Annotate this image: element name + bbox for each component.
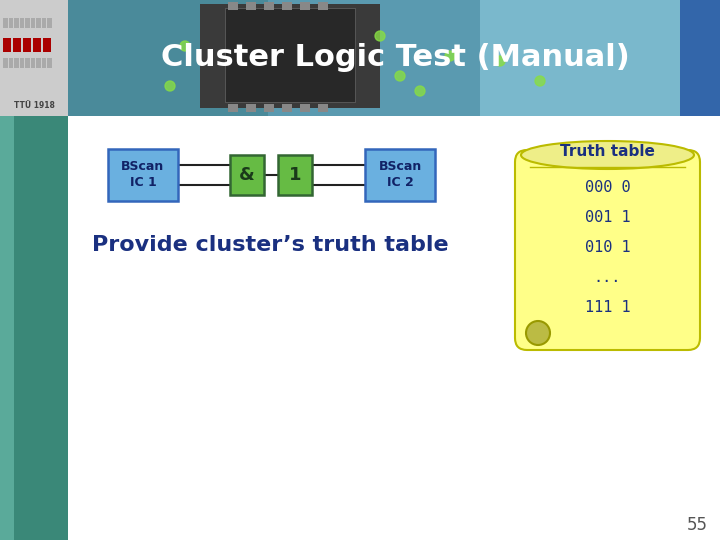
Circle shape: [526, 321, 550, 345]
Text: &: &: [239, 166, 255, 184]
Text: Cluster Logic Test (Manual): Cluster Logic Test (Manual): [161, 44, 629, 72]
Circle shape: [180, 41, 190, 51]
Bar: [43, 38, 51, 52]
Bar: [36, 58, 41, 68]
Text: ...: ...: [594, 269, 621, 285]
FancyBboxPatch shape: [278, 155, 312, 195]
Bar: [318, 2, 328, 10]
Bar: [3, 38, 11, 52]
Bar: [31, 18, 35, 28]
Bar: [20, 18, 24, 28]
Bar: [33, 38, 41, 52]
Bar: [20, 58, 24, 68]
Bar: [23, 38, 31, 52]
Text: 111 1: 111 1: [585, 300, 630, 314]
Bar: [264, 2, 274, 10]
Text: TTÜ 1918: TTÜ 1918: [14, 101, 55, 110]
Bar: [14, 58, 19, 68]
Circle shape: [395, 71, 405, 81]
Bar: [36, 18, 41, 28]
Bar: [225, 8, 355, 102]
Bar: [14, 18, 19, 28]
Bar: [42, 58, 46, 68]
Text: 010 1: 010 1: [585, 240, 630, 254]
Circle shape: [165, 81, 175, 91]
Bar: [42, 18, 46, 28]
Bar: [246, 2, 256, 10]
Circle shape: [535, 76, 545, 86]
Bar: [11, 38, 13, 52]
Bar: [9, 18, 13, 28]
Bar: [0, 0, 68, 540]
Bar: [300, 104, 310, 112]
Bar: [264, 104, 274, 112]
Bar: [68, 116, 720, 540]
Bar: [25, 58, 30, 68]
Bar: [200, 4, 380, 108]
Bar: [13, 38, 21, 52]
Bar: [300, 2, 310, 10]
Text: BScan
IC 1: BScan IC 1: [122, 160, 165, 190]
Bar: [47, 18, 52, 28]
Bar: [228, 2, 238, 10]
Text: 001 1: 001 1: [585, 210, 630, 225]
Bar: [0, 0, 14, 540]
Bar: [68, 0, 268, 116]
Bar: [31, 58, 35, 68]
Bar: [480, 0, 720, 116]
Bar: [9, 58, 13, 68]
Text: Truth table: Truth table: [560, 144, 655, 159]
Text: 55: 55: [687, 516, 708, 534]
FancyBboxPatch shape: [515, 150, 700, 350]
Text: BScan
IC 2: BScan IC 2: [379, 160, 422, 190]
Bar: [31, 38, 33, 52]
Bar: [246, 104, 256, 112]
Bar: [0, 0, 68, 116]
Bar: [680, 0, 720, 116]
Bar: [68, 0, 720, 116]
FancyBboxPatch shape: [108, 149, 178, 201]
Text: Provide cluster’s truth table: Provide cluster’s truth table: [92, 235, 449, 255]
Bar: [318, 104, 328, 112]
FancyBboxPatch shape: [365, 149, 435, 201]
FancyBboxPatch shape: [230, 155, 264, 195]
Text: 1: 1: [289, 166, 301, 184]
Bar: [41, 38, 43, 52]
Circle shape: [375, 31, 385, 41]
Ellipse shape: [521, 141, 694, 169]
Circle shape: [415, 86, 425, 96]
Bar: [21, 38, 23, 52]
Bar: [3, 18, 8, 28]
Bar: [3, 58, 8, 68]
Text: 000 0: 000 0: [585, 179, 630, 194]
Bar: [25, 18, 30, 28]
Bar: [228, 104, 238, 112]
Bar: [282, 2, 292, 10]
Bar: [47, 58, 52, 68]
Circle shape: [495, 56, 505, 66]
Circle shape: [445, 51, 455, 61]
Bar: [282, 104, 292, 112]
